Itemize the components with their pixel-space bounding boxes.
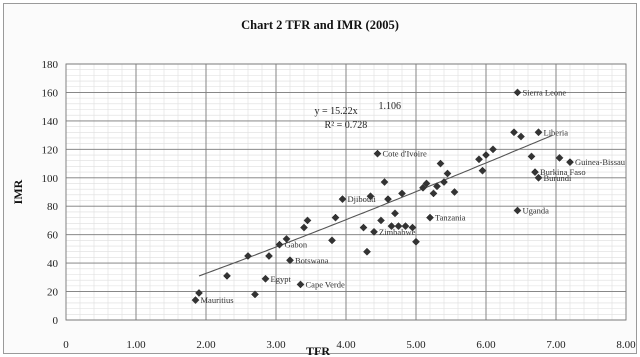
- y-tick-label: 160: [42, 87, 59, 99]
- data-point: [286, 256, 294, 265]
- y-tick-label: 80: [47, 201, 59, 213]
- data-point: [440, 178, 448, 186]
- data-point: [338, 195, 347, 204]
- data-point: [517, 132, 525, 141]
- data-point-label: Cape Verde: [306, 279, 345, 289]
- data-point: [412, 237, 420, 246]
- x-tick-label: 6.00: [476, 339, 496, 351]
- data-point: [328, 236, 336, 245]
- y-axis-title: IMR: [11, 179, 25, 204]
- x-tick-label: 5.00: [406, 339, 426, 351]
- y-tick-label: 40: [47, 258, 59, 270]
- x-tick-label: 3.00: [266, 339, 286, 351]
- data-point: [450, 188, 459, 196]
- data-point-label: Sierra Leone: [523, 87, 567, 97]
- data-point: [482, 151, 490, 159]
- data-point: [363, 247, 371, 256]
- data-point: [303, 216, 312, 225]
- data-point: [191, 296, 200, 305]
- data-point: [296, 280, 305, 289]
- data-point: [387, 222, 396, 231]
- data-point: [401, 222, 410, 231]
- y-tick-label: 0: [53, 315, 59, 327]
- data-point-label: Guinea-Bissau: [575, 157, 626, 167]
- data-point-label: Mauritius: [201, 295, 234, 305]
- data-point: [422, 179, 431, 188]
- x-tick-label: 0: [63, 339, 69, 351]
- data-point-label: Liberia: [544, 127, 569, 137]
- data-point-label: Botswana: [295, 255, 329, 265]
- data-point: [534, 128, 543, 137]
- x-tick-label: 1.00: [126, 339, 146, 351]
- data-point: [244, 252, 252, 260]
- data-point: [265, 252, 273, 260]
- data-point: [433, 182, 441, 191]
- data-point-label: Burkina Faso: [540, 167, 586, 177]
- data-point: [366, 192, 375, 201]
- y-tick-label: 120: [42, 144, 59, 156]
- data-point: [426, 213, 434, 222]
- data-point: [370, 227, 378, 236]
- data-point: [489, 145, 497, 154]
- data-point: [510, 128, 518, 137]
- trendline-r-squared: R² = 0.728: [325, 120, 368, 131]
- data-point-label: Uganda: [523, 205, 550, 215]
- data-point: [398, 189, 406, 198]
- data-point: [275, 240, 284, 249]
- data-point: [436, 159, 445, 168]
- data-point: [394, 222, 403, 231]
- data-point: [300, 223, 308, 232]
- data-point: [475, 155, 483, 164]
- data-point: [223, 271, 231, 280]
- data-point: [531, 168, 539, 177]
- chart-title: Chart 2 TFR and IMR (2005): [241, 18, 399, 32]
- data-point: [391, 209, 399, 218]
- data-point: [359, 223, 368, 232]
- y-tick-label: 60: [47, 230, 59, 242]
- trendline: [198, 134, 553, 277]
- y-tick-label: 180: [42, 59, 59, 71]
- data-point: [408, 223, 417, 232]
- y-tick-label: 20: [47, 287, 59, 299]
- data-point: [429, 189, 438, 198]
- data-point: [384, 195, 392, 204]
- data-point: [195, 289, 203, 297]
- data-point-label: Djibouti: [348, 194, 377, 204]
- y-tick-label: 100: [42, 173, 59, 185]
- x-axis-title: TFR: [306, 344, 330, 357]
- data-point: [513, 206, 522, 215]
- data-point: [377, 216, 385, 225]
- data-point-label: Burundi: [544, 173, 573, 183]
- data-point: [282, 234, 291, 243]
- data-point: [251, 290, 259, 299]
- x-tick-label: 4.00: [336, 339, 356, 351]
- data-point: [527, 152, 536, 161]
- data-point: [534, 173, 543, 182]
- data-point: [380, 178, 389, 186]
- data-point: [513, 88, 522, 97]
- data-point: [261, 274, 270, 283]
- y-tick-label: 140: [42, 116, 59, 128]
- x-tick-label: 8.00: [616, 339, 636, 351]
- data-point: [443, 169, 452, 178]
- trendline-exponent: 1.106: [379, 101, 402, 112]
- data-point-label: Gabon: [285, 240, 308, 250]
- data-point: [331, 213, 340, 222]
- x-tick-label: 7.00: [546, 339, 566, 351]
- data-point-label: Zimbabwe: [379, 227, 416, 237]
- data-point: [373, 149, 382, 158]
- data-point-label: Egypt: [271, 274, 292, 284]
- data-point: [566, 158, 574, 167]
- data-point-label: Tanzania: [435, 213, 466, 223]
- data-point: [555, 153, 564, 162]
- trendline-equation: y = 15.22x: [315, 106, 358, 117]
- data-point-label: Cote d'Ivoire: [383, 149, 427, 159]
- data-point: [478, 166, 487, 175]
- x-tick-label: 2.00: [196, 339, 216, 351]
- data-point: [419, 183, 427, 192]
